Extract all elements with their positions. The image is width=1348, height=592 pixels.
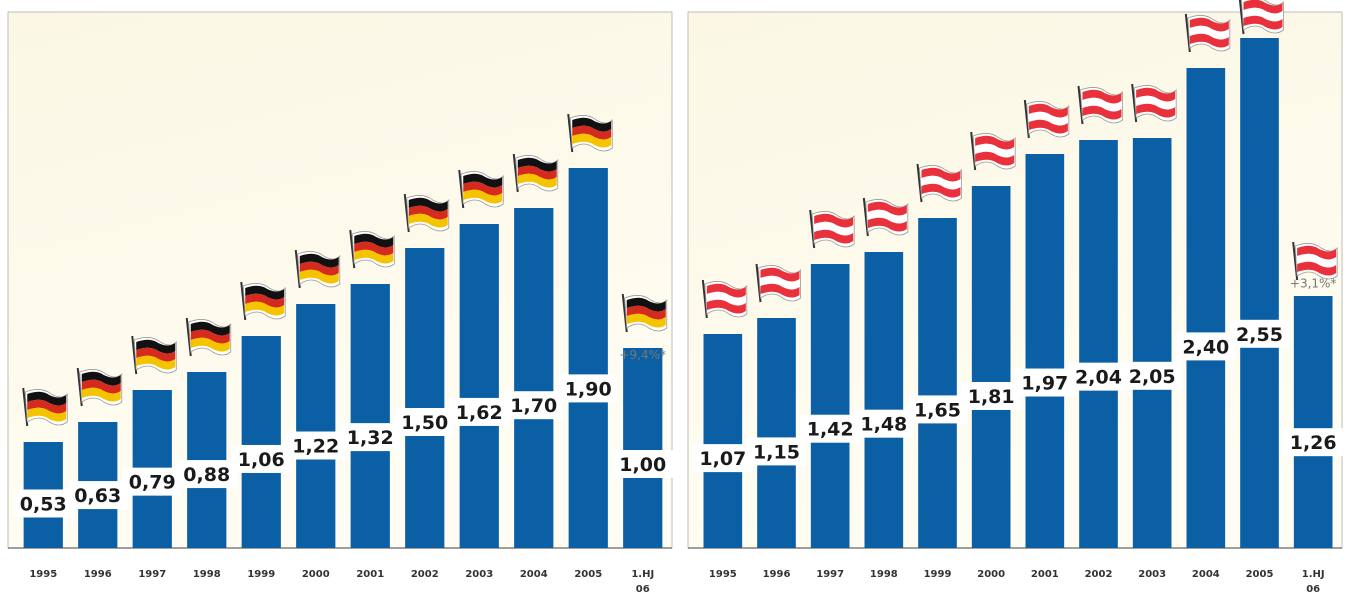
bar-2001 (1025, 154, 1065, 548)
germany-flag-icon (240, 281, 286, 321)
value-label: 1,90 (565, 378, 612, 400)
bar-1995 (703, 334, 743, 548)
tick-label: 2001 (356, 569, 384, 580)
germany-flag-icon (294, 249, 341, 289)
bar-1hj06 (623, 348, 663, 548)
tick-label: 1997 (138, 569, 166, 580)
germany-flag-icon (567, 113, 613, 153)
austria-flag-icon (916, 163, 962, 203)
austria-flag-icon (1023, 99, 1070, 139)
bar-1996 (757, 318, 796, 548)
bar-1999 (918, 218, 957, 548)
value-label: 0,53 (20, 493, 67, 515)
bar-2002 (405, 248, 445, 548)
austria-flag-icon (1131, 83, 1177, 123)
austria-flag-icon (701, 279, 748, 319)
bar-1998 (187, 372, 227, 548)
bar-2002 (1079, 140, 1118, 548)
bar-1998 (864, 252, 904, 548)
austria-flag-icon (1184, 13, 1231, 53)
value-label: 1,48 (860, 414, 907, 436)
value-label: 1,42 (807, 419, 854, 441)
germany-bar-chart: 0,53 1995 0,63 1996 0,79 1997 0,88 1998 1,06 1999… (7, 11, 673, 592)
tick-label: 2000 (977, 569, 1005, 580)
value-label: 1,22 (292, 436, 339, 458)
tick-label: 2005 (1246, 569, 1274, 580)
bar-2000 (296, 304, 336, 548)
tick-label: 1.HJ 06 (631, 569, 654, 592)
germany-flag-icon (403, 193, 450, 233)
value-label: 0,88 (183, 464, 230, 486)
value-label: 1,06 (238, 449, 285, 471)
germany-flag-icon (621, 293, 668, 333)
value-label: 1,81 (968, 386, 1015, 408)
value-label: 1,50 (401, 412, 448, 434)
austria-flag-icon (809, 209, 855, 249)
tick-label: 2002 (1085, 569, 1113, 580)
tick-label: 2004 (1192, 569, 1220, 580)
tick-label: 2000 (302, 569, 330, 580)
germany-flag-icon (349, 229, 395, 269)
value-label: 2,40 (1182, 336, 1229, 358)
austria-flag-icon (862, 197, 909, 237)
value-label: 1,70 (510, 395, 557, 417)
germany-flag-icon (185, 317, 232, 357)
bar-2004 (1186, 68, 1226, 548)
austria-flag-icon (1238, 0, 1284, 35)
value-label: 1,65 (914, 399, 961, 421)
bar-2000 (971, 186, 1011, 548)
bar-2003 (459, 224, 499, 548)
tick-label: 1995 (709, 569, 737, 580)
austria-flag-icon (970, 131, 1016, 171)
bar-2005 (1240, 38, 1279, 548)
tick-label: 1996 (763, 569, 791, 580)
austria-bar-chart: 1,07 1995 1,15 1996 1,42 1997 1,48 1998 1,65 1999… (687, 0, 1344, 592)
tick-label: 2004 (520, 569, 548, 580)
bar-1997 (810, 264, 850, 548)
value-label: 1,07 (699, 448, 746, 470)
tick-label: 1.HJ 06 (1302, 569, 1325, 592)
germany-flag-icon (131, 335, 177, 375)
growth-annotation: +9,4%* (619, 348, 666, 362)
tick-label: 1999 (247, 569, 275, 580)
tick-label: 1995 (29, 569, 57, 580)
germany-flag-icon (458, 169, 504, 209)
austria-flag-icon (1077, 85, 1123, 125)
tick-label: 1997 (816, 569, 844, 580)
value-label: 0,63 (74, 485, 121, 507)
value-label: 2,05 (1129, 366, 1176, 388)
value-label: 2,55 (1236, 324, 1283, 346)
austria-flag-icon (755, 263, 801, 303)
tick-label: 2003 (465, 569, 493, 580)
tick-label: 2003 (1138, 569, 1166, 580)
tick-label: 2001 (1031, 569, 1059, 580)
bar-2004 (514, 208, 554, 548)
value-label: 2,04 (1075, 367, 1122, 389)
bar-1hj06 (1293, 296, 1333, 548)
growth-annotation: +3,1%* (1290, 277, 1337, 291)
bar-2003 (1132, 138, 1172, 548)
value-label: 1,00 (619, 454, 666, 476)
value-label: 0,79 (129, 472, 176, 494)
germany-flag-icon (22, 387, 68, 427)
tick-label: 1998 (870, 569, 898, 580)
bar-1999 (241, 336, 281, 548)
value-label: 1,26 (1290, 432, 1337, 454)
austria-flag-icon (1292, 241, 1338, 281)
value-label: 1,62 (456, 402, 503, 424)
bar-2005 (568, 168, 608, 548)
bar-2001 (350, 284, 390, 548)
tick-label: 2005 (574, 569, 602, 580)
value-label: 1,97 (1021, 373, 1068, 395)
tick-label: 1998 (193, 569, 221, 580)
value-label: 1,32 (347, 427, 394, 449)
tick-label: 1996 (84, 569, 112, 580)
tick-label: 1999 (924, 569, 952, 580)
value-label: 1,15 (753, 441, 800, 463)
germany-flag-icon (76, 367, 123, 407)
tick-label: 2002 (411, 569, 439, 580)
germany-flag-icon (512, 153, 559, 193)
